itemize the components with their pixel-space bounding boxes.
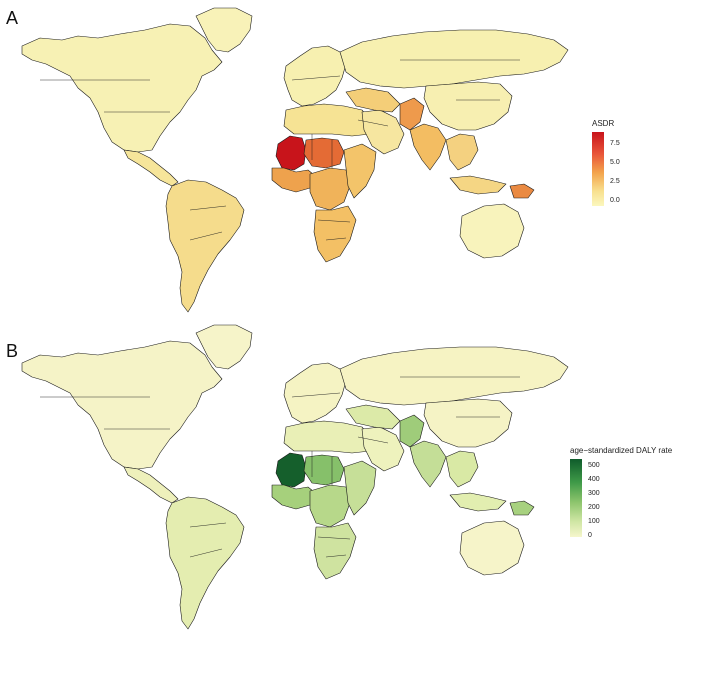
legend-tick: 300 xyxy=(588,490,600,497)
region-sahel-mid xyxy=(303,454,345,486)
region-middle-east xyxy=(345,87,401,113)
country-border xyxy=(291,392,341,398)
region-east-africa xyxy=(343,460,377,516)
region-china xyxy=(423,398,513,448)
region-australia xyxy=(459,520,525,576)
region-png xyxy=(509,183,535,199)
legend-tick: 0.0 xyxy=(610,197,620,204)
country-border xyxy=(291,75,341,81)
region-north-america xyxy=(21,23,223,153)
panel-b: B age−standardized DALY rate 500 400 300… xyxy=(6,324,673,630)
region-south-america xyxy=(165,496,245,630)
region-png xyxy=(509,500,535,516)
region-pakistan xyxy=(399,414,425,448)
country-border xyxy=(325,554,347,558)
region-europe xyxy=(283,45,347,107)
region-russia xyxy=(339,29,569,89)
world-map xyxy=(21,324,569,630)
region-india xyxy=(409,123,447,171)
region-sahel-mid xyxy=(303,137,345,169)
region-sahel-west xyxy=(275,452,307,488)
region-india xyxy=(409,440,447,488)
legend-tick: 0 xyxy=(588,532,592,539)
region-central-africa xyxy=(309,167,351,211)
region-arabia xyxy=(361,426,405,472)
legend-title: age−standardized DALY rate xyxy=(570,446,673,455)
region-sahel-west xyxy=(275,135,307,171)
region-greenland xyxy=(195,7,253,53)
region-greenland xyxy=(195,324,253,370)
legend: ASDR 7.5 5.0 2.5 0.0 xyxy=(592,119,620,206)
panel-letter: B xyxy=(6,341,18,361)
country-border xyxy=(325,237,347,241)
region-china xyxy=(423,81,513,131)
region-se-asia xyxy=(445,133,479,171)
legend-colorbar xyxy=(570,459,582,537)
region-middle-east xyxy=(345,404,401,430)
legend-title: ASDR xyxy=(592,119,614,128)
country-border xyxy=(189,548,223,558)
panel-a: A ASDR 7.5 5.0 2.5 0.0 xyxy=(6,7,620,313)
world-map xyxy=(21,7,569,313)
legend-colorbar xyxy=(592,132,604,206)
legend-tick: 500 xyxy=(588,462,600,469)
legend-ticks: 500 400 300 200 100 0 xyxy=(588,462,600,539)
region-south-america xyxy=(165,179,245,313)
country-border xyxy=(189,522,227,528)
region-pakistan xyxy=(399,97,425,131)
region-russia xyxy=(339,346,569,406)
region-central-america xyxy=(123,149,179,187)
region-australia xyxy=(459,203,525,259)
country-border xyxy=(189,231,223,241)
country-border xyxy=(189,205,227,211)
legend: age−standardized DALY rate 500 400 300 2… xyxy=(570,446,673,539)
region-central-america xyxy=(123,466,179,504)
region-arabia xyxy=(361,109,405,155)
legend-ticks: 7.5 5.0 2.5 0.0 xyxy=(610,140,620,204)
country-border xyxy=(317,219,351,223)
region-north-america xyxy=(21,340,223,470)
region-east-africa xyxy=(343,143,377,199)
legend-tick: 100 xyxy=(588,518,600,525)
region-central-africa xyxy=(309,484,351,528)
legend-tick: 2.5 xyxy=(610,178,620,185)
region-indonesia xyxy=(449,492,507,512)
country-border xyxy=(317,536,351,540)
country-border xyxy=(357,119,389,127)
region-europe xyxy=(283,362,347,424)
legend-tick: 5.0 xyxy=(610,159,620,166)
region-southern-africa xyxy=(313,205,357,263)
legend-tick: 7.5 xyxy=(610,140,620,147)
legend-tick: 200 xyxy=(588,504,600,511)
legend-tick: 400 xyxy=(588,476,600,483)
region-indonesia xyxy=(449,175,507,195)
country-border xyxy=(357,436,389,444)
region-se-asia xyxy=(445,450,479,488)
region-southern-africa xyxy=(313,522,357,580)
panel-letter: A xyxy=(6,8,18,28)
